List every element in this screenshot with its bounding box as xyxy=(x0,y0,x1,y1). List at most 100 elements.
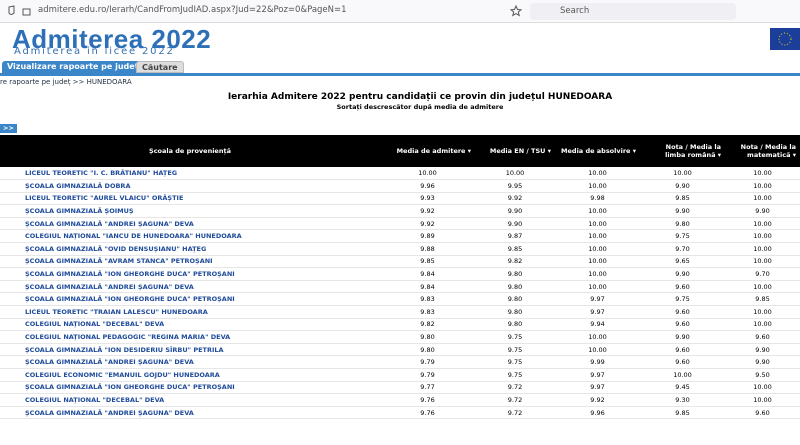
column-header[interactable]: Media de absolvire xyxy=(555,135,640,167)
score-cell: 10.00 xyxy=(725,318,800,332)
score-cell: 9.97 xyxy=(555,368,640,382)
score-cell: 10.00 xyxy=(555,267,640,281)
score-cell: 9.90 xyxy=(640,267,725,281)
search[interactable]: Search xyxy=(530,3,736,20)
tab[interactable]: Căutare xyxy=(136,61,184,73)
score-cell: 9.77 xyxy=(380,381,475,395)
score-cell: 9.76 xyxy=(380,393,475,407)
score-cell: 9.82 xyxy=(475,255,555,269)
score-cell: 10.00 xyxy=(725,393,800,407)
tab[interactable]: Vizualizare rapoarte pe județ xyxy=(2,61,144,73)
school-cell[interactable]: ȘCOALA GIMNAZIALĂ "ION GHEORGHE DUCA" PE… xyxy=(0,267,380,281)
site-subtitle: Admiterea in licee 2022 xyxy=(14,46,175,57)
score-cell: 9.85 xyxy=(380,255,475,269)
score-cell: 9.79 xyxy=(380,355,475,369)
score-cell: 9.75 xyxy=(475,355,555,369)
table-row: COLEGIUL NAȚIONAL "IANCU DE HUNEDOARA" H… xyxy=(0,229,800,244)
browser-bar: admitere.edu.ro/Ierarh/CandFromJudIAD.as… xyxy=(0,0,800,23)
column-header[interactable]: Nota / Media la limba română xyxy=(640,135,725,167)
score-cell: 9.72 xyxy=(475,381,555,395)
score-cell: 9.76 xyxy=(380,406,475,420)
score-cell: 9.80 xyxy=(380,343,475,357)
school-cell[interactable]: ȘCOALA GIMNAZIALĂ DOBRA xyxy=(0,179,380,193)
score-cell: 9.85 xyxy=(475,242,555,256)
score-cell: 10.00 xyxy=(725,179,800,193)
school-cell[interactable]: COLEGIUL NAȚIONAL "DECEBAL" DEVA xyxy=(0,318,380,332)
score-cell: 9.90 xyxy=(640,179,725,193)
school-cell[interactable]: ȘCOALA GIMNAZIALĂ "ANDREI ȘAGUNA" DEVA xyxy=(0,355,380,369)
column-header[interactable]: Media EN / TSU xyxy=(475,135,555,167)
table-row: COLEGIUL ECONOMIC "EMANUIL GOJDU" HUNEDO… xyxy=(0,368,800,382)
score-cell: 9.84 xyxy=(380,280,475,294)
table-row: ȘCOALA GIMNAZIALĂ "ION GHEORGHE DUCA" PE… xyxy=(0,381,800,395)
score-cell: 9.90 xyxy=(640,204,725,218)
score-cell: 9.65 xyxy=(640,255,725,269)
table-row: ȘCOALA GIMNAZIALĂ "OVID DENSUȘIANU" HAȚE… xyxy=(0,242,800,256)
score-cell: 9.80 xyxy=(475,305,555,319)
school-cell[interactable]: LICEUL TEORETIC "I. C. BRĂTIANU" HAȚEG xyxy=(0,167,380,181)
score-cell: 9.83 xyxy=(380,292,475,307)
score-cell: 10.00 xyxy=(555,204,640,218)
score-cell: 9.30 xyxy=(640,393,725,407)
score-cell: 9.92 xyxy=(475,192,555,206)
school-cell[interactable]: ȘCOALA GIMNAZIALĂ "AVRAM STANCA" PETROȘA… xyxy=(0,255,380,269)
school-cell[interactable]: ȘCOALA GIMNAZIALĂ "OVID DENSUȘIANU" HAȚE… xyxy=(0,242,380,256)
school-cell[interactable]: ȘCOALA GIMNAZIALĂ "ANDREI ȘAGUNA" DEVA xyxy=(0,406,380,420)
score-cell: 9.50 xyxy=(725,368,800,382)
column-header: Școala de proveniență xyxy=(0,135,380,167)
score-cell: 9.80 xyxy=(475,267,555,281)
table-row: ȘCOALA GIMNAZIALĂ "ION GHEORGHE DUCA" PE… xyxy=(0,267,800,281)
score-cell: 10.00 xyxy=(380,167,475,181)
school-cell[interactable]: ȘCOALA GIMNAZIALĂ ȘOIMUȘ xyxy=(0,204,380,218)
score-cell: 9.92 xyxy=(380,217,475,231)
score-cell: 9.95 xyxy=(475,179,555,193)
score-cell: 10.00 xyxy=(725,217,800,231)
table-row: ȘCOALA GIMNAZIALĂ ȘOIMUȘ 9.92 9.90 10.00 9.9… xyxy=(0,204,800,218)
site-title: Admiterea 2022 xyxy=(12,24,212,54)
score-cell: 10.00 xyxy=(555,179,640,193)
column-header[interactable]: Media de admitere xyxy=(380,135,475,167)
school-cell[interactable]: ȘCOALA GIMNAZIALĂ "ION GHEORGHE DUCA" PE… xyxy=(0,381,380,395)
column-header[interactable]: Nota / Media la matematică xyxy=(725,135,800,167)
score-cell: 10.00 xyxy=(555,330,640,344)
score-cell: 10.00 xyxy=(475,167,555,181)
eu-flag xyxy=(770,28,800,50)
table-row: ȘCOALA GIMNAZIALĂ "ION DESIDERIU SÎRBU" … xyxy=(0,343,800,357)
breadcrumb[interactable]: re rapoarte pe județ >> HUNEDOARA xyxy=(0,78,132,86)
school-cell[interactable]: ȘCOALA GIMNAZIALĂ "ION GHEORGHE DUCA" PE… xyxy=(0,292,380,307)
score-cell: 10.00 xyxy=(725,255,800,269)
school-cell[interactable]: COLEGIUL ECONOMIC "EMANUIL GOJDU" HUNEDO… xyxy=(0,368,380,382)
school-cell[interactable]: ȘCOALA GIMNAZIALĂ "ANDREI ȘAGUNA" DEVA xyxy=(0,280,380,294)
score-cell: 10.00 xyxy=(555,217,640,231)
score-cell: 9.97 xyxy=(555,292,640,307)
score-cell: 10.00 xyxy=(555,242,640,256)
school-cell[interactable]: COLEGIUL NAȚIONAL "DECEBAL" DEVA xyxy=(0,393,380,407)
table-row: COLEGIUL NAȚIONAL PEDAGOGIC "REGINA MARI… xyxy=(0,330,800,344)
score-cell: 9.90 xyxy=(640,330,725,344)
bookmark-star[interactable] xyxy=(510,5,522,17)
score-cell: 9.60 xyxy=(640,305,725,319)
school-cell[interactable]: ȘCOALA GIMNAZIALĂ "ION DESIDERIU SÎRBU" … xyxy=(0,343,380,357)
score-cell: 9.72 xyxy=(475,406,555,420)
school-cell[interactable]: COLEGIUL NAȚIONAL "IANCU DE HUNEDOARA" H… xyxy=(0,229,380,244)
school-cell[interactable]: LICEUL TEORETIC "AUREL VLAICU" ORĂȘTIE xyxy=(0,192,380,206)
score-cell: 9.90 xyxy=(475,204,555,218)
table-row: ȘCOALA GIMNAZIALĂ "ANDREI ȘAGUNA" DEVA 9.… xyxy=(0,217,800,231)
score-cell: 9.75 xyxy=(640,292,725,307)
school-cell[interactable]: COLEGIUL NAȚIONAL PEDAGOGIC "REGINA MARI… xyxy=(0,330,380,344)
score-cell: 10.00 xyxy=(725,242,800,256)
score-cell: 9.70 xyxy=(640,242,725,256)
url[interactable]: admitere.edu.ro/Ierarh/CandFromJudIAD.as… xyxy=(38,5,347,15)
score-cell: 9.80 xyxy=(380,330,475,344)
score-cell: 9.60 xyxy=(640,318,725,332)
score-cell: 10.00 xyxy=(555,255,640,269)
score-cell: 9.93 xyxy=(380,192,475,206)
score-cell: 10.00 xyxy=(555,229,640,244)
score-cell: 9.60 xyxy=(725,330,800,344)
nav-button[interactable]: >> xyxy=(0,124,17,133)
score-cell: 10.00 xyxy=(725,192,800,206)
school-cell[interactable]: LICEUL TEORETIC "TRAIAN LALESCU" HUNEDOA… xyxy=(0,305,380,319)
school-cell[interactable]: ȘCOALA GIMNAZIALĂ "ANDREI ȘAGUNA" DEVA xyxy=(0,217,380,231)
score-cell: 9.87 xyxy=(475,229,555,244)
